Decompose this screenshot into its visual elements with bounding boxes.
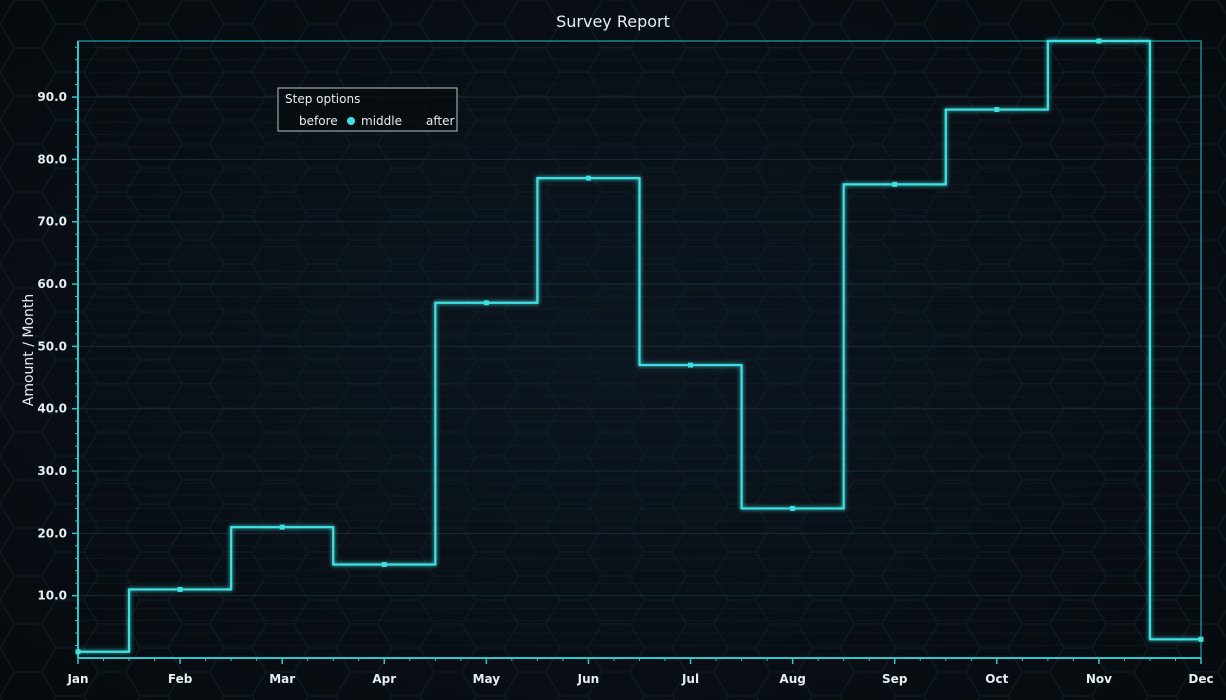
data-point: [585, 175, 591, 181]
x-tick-label: Feb: [168, 672, 193, 686]
chart-title: Survey Report: [556, 12, 670, 31]
x-tick-label: Apr: [372, 672, 396, 686]
legend-option-after[interactable]: after: [414, 114, 454, 128]
x-tick-label: Oct: [985, 672, 1008, 686]
data-point: [790, 505, 796, 511]
x-tick-label: Aug: [779, 672, 805, 686]
data-point: [279, 524, 285, 530]
series: [75, 38, 1204, 655]
x-axis: Jan Feb Mar Apr May Jun Jul Aug Sep Oct Nov Dec: [66, 658, 1214, 686]
x-tick-label: Jun: [577, 672, 600, 686]
data-point: [994, 107, 1000, 113]
x-tick-label: Mar: [269, 672, 295, 686]
x-tick-label: Jul: [681, 672, 699, 686]
x-tick-label: Jan: [66, 672, 88, 686]
data-point: [75, 649, 81, 655]
data-point: [177, 586, 183, 592]
data-point: [1096, 38, 1102, 44]
y-tick-label: 30.0: [37, 464, 67, 478]
legend-box: [277, 87, 458, 132]
legend-option-before[interactable]: before: [287, 114, 338, 128]
y-tick-label: 60.0: [37, 277, 67, 291]
legend-option-after-label: after: [426, 114, 454, 128]
legend-option-middle-label: middle: [361, 114, 402, 128]
x-tick-label: Dec: [1188, 672, 1213, 686]
legend-option-before-label: before: [299, 114, 338, 128]
y-tick-label: 10.0: [37, 589, 67, 603]
legend-title: Step options: [285, 92, 360, 106]
series-line: [78, 39, 1201, 653]
y-tick-label: 50.0: [37, 339, 67, 353]
radio-icon[interactable]: [347, 117, 355, 125]
y-tick-label: 70.0: [37, 215, 67, 229]
y-axis: 10.0 20.0 30.0 40.0 50.0 60.0 70.0 80.0 90.0: [37, 46, 78, 647]
y-axis-label: Amount / Month: [21, 294, 37, 407]
y-tick-label: 20.0: [37, 526, 67, 540]
x-tick-label: May: [473, 672, 501, 686]
y-tick-label: 80.0: [37, 152, 67, 166]
data-point: [688, 362, 694, 368]
data-point: [483, 300, 489, 306]
legend: Step options before middle after: [277, 87, 458, 132]
legend-option-middle[interactable]: middle: [347, 114, 402, 128]
data-point: [1198, 636, 1204, 642]
data-point: [892, 181, 898, 187]
y-tick-label: 40.0: [37, 402, 67, 416]
x-tick-label: Nov: [1086, 672, 1112, 686]
x-tick-label: Sep: [882, 672, 908, 686]
y-tick-label: 90.0: [37, 90, 67, 104]
data-point: [381, 562, 387, 568]
